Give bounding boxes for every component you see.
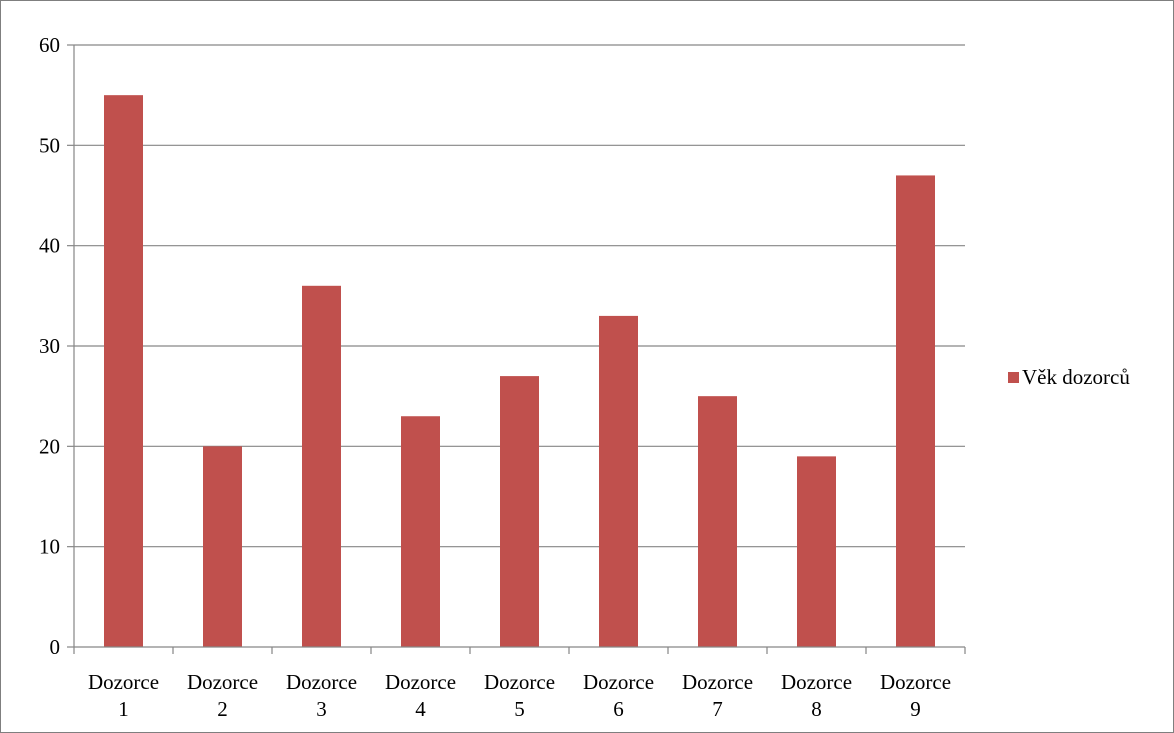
y-tick-label: 0 bbox=[50, 635, 61, 659]
x-tick-label: Dozorce bbox=[484, 670, 555, 694]
x-tick-label: 7 bbox=[712, 697, 723, 721]
bar bbox=[302, 286, 341, 647]
bar bbox=[797, 456, 836, 647]
bar bbox=[500, 376, 539, 647]
x-tick-label: Dozorce bbox=[187, 670, 258, 694]
x-tick-label: Dozorce bbox=[880, 670, 951, 694]
y-tick-labels: 0 10 20 30 40 50 60 bbox=[39, 33, 60, 659]
bar bbox=[203, 446, 242, 647]
x-tick-label: Dozorce bbox=[88, 670, 159, 694]
x-tick-label: Dozorce bbox=[286, 670, 357, 694]
legend-label: Věk dozorců bbox=[1022, 365, 1130, 389]
y-tick-label: 20 bbox=[39, 434, 60, 458]
bar bbox=[401, 416, 440, 647]
legend: Věk dozorců bbox=[1008, 365, 1130, 389]
x-tick-label: 9 bbox=[910, 697, 921, 721]
x-tick-label: 6 bbox=[613, 697, 624, 721]
x-tick-label: 4 bbox=[415, 697, 426, 721]
x-tick-label: Dozorce bbox=[583, 670, 654, 694]
y-tick-label: 60 bbox=[39, 33, 60, 57]
legend-swatch bbox=[1008, 372, 1019, 383]
bar bbox=[104, 95, 143, 647]
x-tick-label: 1 bbox=[118, 697, 129, 721]
y-tick-label: 30 bbox=[39, 334, 60, 358]
bar bbox=[599, 316, 638, 647]
x-tick-label: 3 bbox=[316, 697, 327, 721]
y-tick-label: 10 bbox=[39, 535, 60, 559]
bars bbox=[104, 95, 935, 647]
x-tick-label: Dozorce bbox=[682, 670, 753, 694]
bar bbox=[698, 396, 737, 647]
bar bbox=[896, 175, 935, 647]
x-tick-label: Dozorce bbox=[781, 670, 852, 694]
x-tick-label: 2 bbox=[217, 697, 228, 721]
y-tick-label: 40 bbox=[39, 234, 60, 258]
x-tick-label: 5 bbox=[514, 697, 525, 721]
x-tick-label: 8 bbox=[811, 697, 822, 721]
x-tick-label: Dozorce bbox=[385, 670, 456, 694]
x-tick-labels: Dozorce 1 Dozorce 2 Dozorce 3 Dozorce 4 Dozorce 5… bbox=[88, 670, 951, 721]
y-tick-label: 50 bbox=[39, 133, 60, 157]
